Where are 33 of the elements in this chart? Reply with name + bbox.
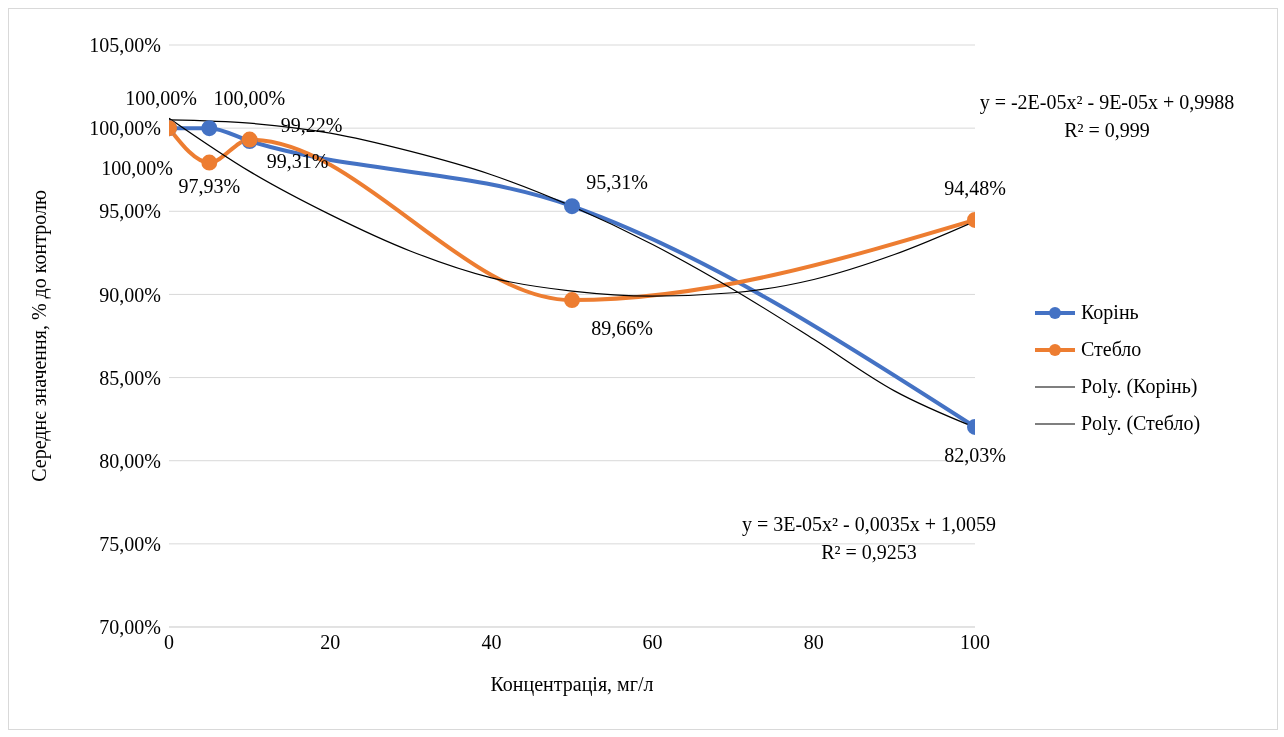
data-label: 89,66% [591, 316, 653, 339]
data-label: 94,48% [944, 176, 1006, 199]
y-tick-label: 105,00% [89, 34, 161, 57]
text: y = -2E-05x² - 9E-05x + 0,9988 [979, 91, 1235, 114]
annotation: R² = 0,9253 [821, 541, 917, 563]
y-tick-label: 90,00% [99, 283, 161, 306]
text: R² = 0,999 [1064, 119, 1150, 141]
y-tick-label: 95,00% [99, 200, 161, 223]
legend-label: Корінь [1081, 301, 1139, 324]
x-tick-label: 60 [642, 631, 663, 654]
data-label: 100,00% [125, 86, 197, 109]
x-tick-label: 80 [803, 631, 824, 654]
y-tick-label: 80,00% [99, 449, 161, 472]
x-tick-label: 100 [960, 631, 990, 654]
y-tick-label: 70,00% [99, 616, 161, 639]
y-tick-label: 100,00% [89, 117, 161, 140]
data-label: 97,93% [178, 175, 241, 198]
y-tick-label: 85,00% [99, 366, 161, 389]
legend-label: Poly. (Корінь) [1081, 375, 1198, 398]
y-axis-title: Середнє значення, % до контролю [28, 190, 52, 482]
y-tick-label: 75,00% [99, 532, 161, 555]
x-tick-label: 20 [320, 631, 341, 654]
x-tick-label: 40 [481, 631, 502, 654]
legend-label: Poly. (Стебло) [1081, 412, 1201, 435]
data-label: 82,03% [944, 443, 1006, 466]
x-tick-label: 0 [164, 631, 174, 654]
annotation: y = 3E-05x² - 0,0035x + 1,0059 [741, 513, 997, 536]
data-label: 99,31% [266, 150, 329, 173]
x-axis-title: Концентрація, мг/л [490, 673, 654, 696]
data-label: 95,31% [586, 170, 648, 193]
data-label: 100,00% [213, 86, 286, 109]
data-label: 99,22% [280, 113, 343, 136]
legend-label: Стебло [1081, 338, 1142, 361]
